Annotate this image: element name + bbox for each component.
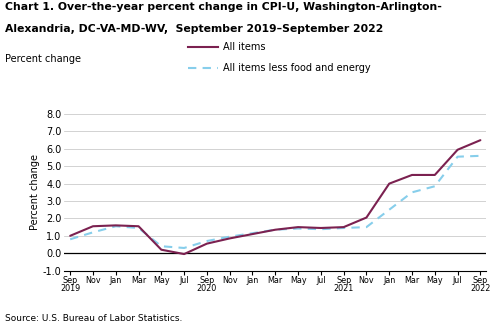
- Text: Source: U.S. Bureau of Labor Statistics.: Source: U.S. Bureau of Labor Statistics.: [5, 314, 183, 323]
- Y-axis label: Percent change: Percent change: [30, 154, 40, 230]
- Text: All items less food and energy: All items less food and energy: [223, 64, 371, 73]
- Text: Alexandria, DC-VA-MD-WV,  September 2019–September 2022: Alexandria, DC-VA-MD-WV, September 2019–…: [5, 24, 383, 35]
- Text: Percent change: Percent change: [5, 54, 81, 64]
- Text: Chart 1. Over-the-year percent change in CPI-U, Washington-Arlington-: Chart 1. Over-the-year percent change in…: [5, 2, 442, 12]
- Text: All items: All items: [223, 42, 266, 52]
